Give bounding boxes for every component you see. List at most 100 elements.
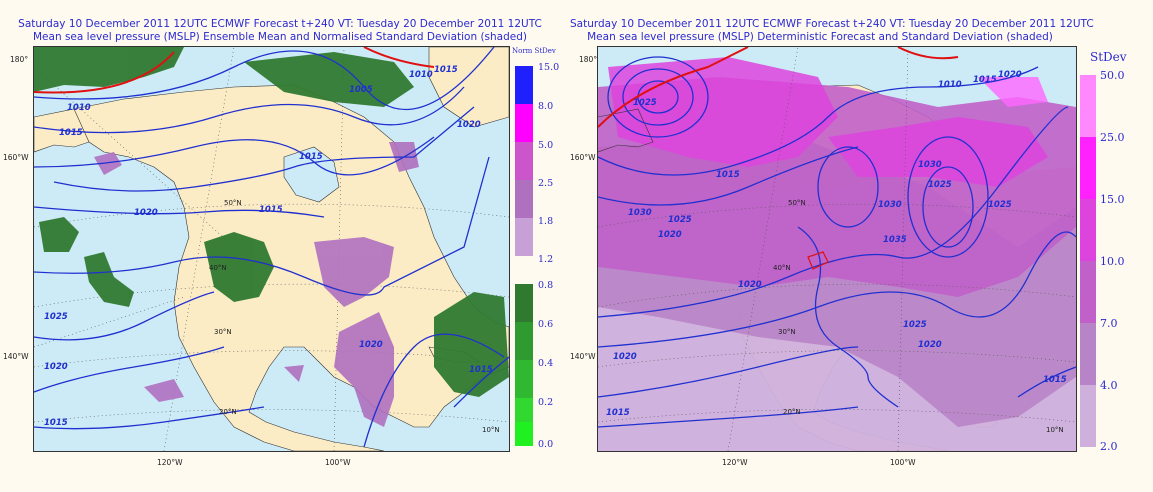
colorbar-swatch bbox=[515, 142, 533, 180]
colorbar-tick: 2.5 bbox=[538, 178, 554, 189]
right-isobar-label: 1025 bbox=[928, 180, 952, 190]
colorbar-swatch bbox=[1080, 137, 1096, 199]
colorbar-swatch bbox=[515, 422, 533, 446]
left-title-line1: Saturday 10 December 2011 12UTC ECMWF Fo… bbox=[18, 18, 542, 30]
left-isobar-label: 1010 bbox=[409, 70, 433, 80]
right-isobar-label: 1030 bbox=[878, 200, 902, 210]
right-isobar-label: 1010 bbox=[938, 80, 962, 90]
left-lon-label-100w: 100°W bbox=[325, 458, 351, 467]
right-isobar-label: 1015 bbox=[716, 170, 740, 180]
lat-label-20n: 20°N bbox=[783, 408, 801, 416]
left-isobar-label: 1015 bbox=[469, 365, 493, 375]
colorbar-tick: 10.0 bbox=[1100, 255, 1125, 268]
left-isobar-label: 1020 bbox=[44, 362, 68, 372]
colorbar-tick: 2.0 bbox=[1100, 440, 1118, 453]
colorbar-tick: 25.0 bbox=[1100, 131, 1125, 144]
colorbar-swatch bbox=[515, 284, 533, 322]
colorbar-tick: 15.0 bbox=[538, 62, 560, 73]
right-map-graphic: 1010 1015 1020 1025 1015 1030 1025 1020 … bbox=[598, 47, 1076, 451]
right-lon-label-180: 180° bbox=[579, 55, 598, 64]
colorbar-tick: 0.8 bbox=[538, 280, 554, 291]
left-isobar-label: 1020 bbox=[457, 120, 481, 130]
left-isobar-label: 1015 bbox=[44, 418, 68, 428]
left-isobar-label: 1025 bbox=[44, 312, 68, 322]
colorbar-tick: 4.0 bbox=[1100, 379, 1118, 392]
colorbar-swatch bbox=[515, 218, 533, 256]
lat-label-30n: 30°N bbox=[214, 328, 232, 336]
right-isobar-label: 1020 bbox=[918, 340, 942, 350]
colorbar-swatch bbox=[515, 322, 533, 360]
right-red-cell bbox=[807, 251, 829, 270]
right-isobar-label: 1025 bbox=[633, 98, 657, 108]
right-lat-labels: 50°N 40°N 30°N 20°N 10°N bbox=[773, 199, 1064, 434]
left-isobar-label: 1020 bbox=[359, 340, 383, 350]
left-isobar-label: 1010 bbox=[67, 103, 91, 113]
right-map: 1010 1015 1020 1025 1015 1030 1025 1020 … bbox=[597, 46, 1077, 452]
lat-label-20n: 20°N bbox=[219, 408, 237, 416]
colorbar-swatch bbox=[1080, 261, 1096, 323]
left-green-shading bbox=[34, 47, 509, 397]
right-isobar-label: 1025 bbox=[668, 215, 692, 225]
colorbar-tick: 8.0 bbox=[538, 101, 554, 112]
right-graticule bbox=[598, 47, 1076, 451]
right-isobar-label: 1030 bbox=[918, 160, 942, 170]
colorbar-tick: 0.4 bbox=[538, 358, 554, 369]
right-alaska bbox=[598, 108, 654, 153]
right-colorbar-title: StDev bbox=[1090, 50, 1127, 64]
left-colorbar-title: Norm StDev bbox=[512, 47, 556, 55]
right-isobars bbox=[598, 56, 1076, 428]
right-lon-label-100w: 100°W bbox=[890, 458, 916, 467]
north-america-land bbox=[73, 84, 509, 451]
lat-label-40n: 40°N bbox=[773, 264, 791, 272]
left-map: 1010 1015 1020 1015 1005 1010 1015 1020 … bbox=[33, 46, 510, 452]
right-forecast-panel: Saturday 10 December 2011 12UTC ECMWF Fo… bbox=[570, 0, 1153, 492]
colorbar-swatch bbox=[515, 180, 533, 218]
colorbar-tick: 0.6 bbox=[538, 319, 554, 330]
left-isobar-label: 1015 bbox=[259, 205, 283, 215]
colorbar-swatch bbox=[1080, 323, 1096, 385]
colorbar-tick: 0.2 bbox=[538, 397, 554, 408]
left-high-isobar bbox=[34, 47, 435, 94]
left-lon-label-140w: 140°W bbox=[3, 352, 29, 361]
colorbar-swatch bbox=[515, 66, 533, 104]
stdev-shade-peak-east bbox=[828, 117, 1048, 187]
right-lon-label-140w: 140°W bbox=[570, 352, 596, 361]
lat-label-10n: 10°N bbox=[1046, 426, 1064, 434]
left-isobar-label-group: 1010 1015 1020 1015 1005 1010 1015 1020 … bbox=[44, 65, 493, 428]
right-title-line1: Saturday 10 December 2011 12UTC ECMWF Fo… bbox=[570, 18, 1094, 30]
lat-label-30n: 30°N bbox=[778, 328, 796, 336]
left-isobar-label: 1015 bbox=[434, 65, 458, 75]
colorbar-tick: 5.0 bbox=[538, 140, 554, 151]
right-lon-label-120w: 120°W bbox=[722, 458, 748, 467]
colorbar-tick: 0.0 bbox=[538, 439, 554, 450]
colorbar-tick: 15.0 bbox=[1100, 193, 1125, 206]
colorbar-tick: 7.0 bbox=[1100, 317, 1118, 330]
left-colorbar: 15.0 8.0 5.0 2.5 1.8 1.2 0.8 0.6 0.4 0.2… bbox=[515, 62, 559, 450]
colorbar-tick: 1.2 bbox=[538, 254, 554, 265]
left-isobar-label: 1005 bbox=[349, 85, 373, 95]
colorbar-tick: 50.0 bbox=[1100, 69, 1125, 82]
right-isobar-label: 1030 bbox=[628, 208, 652, 218]
right-isobar-label: 1025 bbox=[988, 200, 1012, 210]
right-isobar-label: 1015 bbox=[1043, 375, 1067, 385]
stdev-shade-peak bbox=[608, 57, 838, 167]
greenland-land bbox=[428, 47, 509, 128]
left-map-graphic: 1010 1015 1020 1015 1005 1010 1015 1020 … bbox=[34, 47, 509, 451]
right-colorbar: 50.0 25.0 15.0 10.0 7.0 4.0 2.0 bbox=[1080, 69, 1125, 453]
left-lat-labels: 50°N 40°N 30°N 20°N 10°N bbox=[209, 199, 500, 434]
lat-label-10n: 10°N bbox=[482, 426, 500, 434]
right-lon-label-160w: 160°W bbox=[570, 153, 596, 162]
left-lon-label-120w: 120°W bbox=[157, 458, 183, 467]
right-isobar-label: 1020 bbox=[738, 280, 762, 290]
left-lon-label-180: 180° bbox=[10, 55, 29, 64]
left-isobar-label: 1015 bbox=[299, 152, 323, 162]
colorbar-swatch bbox=[1080, 385, 1096, 447]
left-isobar-label: 1015 bbox=[59, 128, 83, 138]
right-high-isobar bbox=[598, 47, 959, 128]
colorbar-swatch bbox=[515, 360, 533, 398]
left-isobar-label: 1020 bbox=[134, 208, 158, 218]
right-isobar-label: 1025 bbox=[903, 320, 927, 330]
left-lon-label-160w: 160°W bbox=[3, 153, 29, 162]
right-isobar-label: 1020 bbox=[613, 352, 637, 362]
colorbar-swatch bbox=[515, 398, 533, 422]
